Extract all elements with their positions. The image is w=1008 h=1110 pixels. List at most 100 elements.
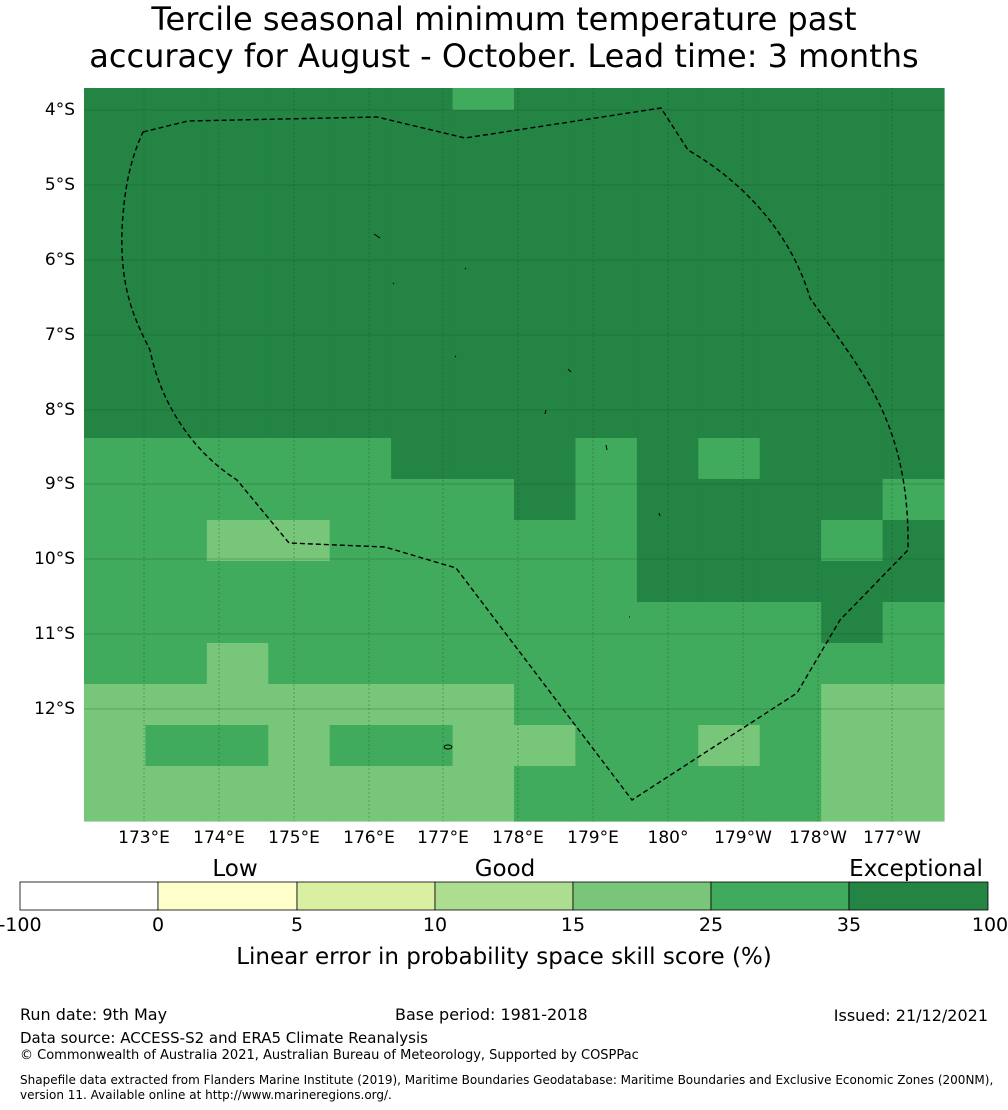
colorbar-tick-label: 100 [971,914,1008,936]
grid-cell [759,233,822,275]
grid-cell [84,397,147,439]
atoll-8 [658,512,661,517]
grid-cell [391,110,454,152]
grid-cell [698,602,761,644]
grid-cell [698,766,761,822]
grid-cell [575,315,638,357]
grid-cell [268,725,331,767]
grid-cell [84,274,147,316]
grid-cell [636,88,699,111]
grid-cell [698,356,761,398]
grid-cell [882,643,945,685]
grid-cell [391,356,454,398]
grid-cell [391,438,454,480]
issued-date: Issued: 21/12/2021 [833,1006,988,1025]
grid-cell [882,725,945,767]
grid-cell [575,151,638,193]
grid-cell [391,520,454,562]
grid-cell [268,356,331,398]
grid-cell [575,397,638,439]
grid-cell [452,438,515,480]
grid-cell [575,192,638,234]
latitude-label: 7°S [44,325,75,345]
grid-cell [268,602,331,644]
grid-cell [821,643,884,685]
colorbar-swatch [19,881,159,911]
colorbar-tick-label: 15 [560,914,586,936]
grid-cell [882,684,945,726]
grid-cell [514,561,577,603]
grid-cell [329,356,392,398]
grid-cell [514,684,577,726]
grid-cell [882,192,945,234]
latitude-label: 12°S [34,699,75,719]
longitude-label: 176°E [343,828,395,848]
grid-cell [206,397,269,439]
grid-cell [759,397,822,439]
grid-cell [145,766,208,822]
colorbar-tick-label: 5 [290,914,304,936]
grid-cell [882,561,945,603]
grid-cell [452,561,515,603]
grid-cell [145,725,208,767]
grid-cell [759,561,822,603]
grid-cell [391,315,454,357]
grid-cell [145,643,208,685]
colorbar-swatch [572,881,712,911]
category-good: Good [474,856,536,882]
grid-cell [821,561,884,603]
grid-cell [575,88,638,111]
grid-cell [329,602,392,644]
grid-cell [698,520,761,562]
longitude-label: 177°W [863,828,921,848]
grid-cell [206,315,269,357]
longitude-label: 178°E [492,828,544,848]
data-source: Data source: ACCESS-S2 and ERA5 Climate … [20,1029,428,1047]
latitude-label: 8°S [44,400,75,420]
grid-cell [329,274,392,316]
grid-cell [821,602,884,644]
grid-cell [84,479,147,521]
colorbar-tick-label: 10 [422,914,448,936]
grid-cell [206,151,269,193]
eez-boundary [121,107,909,801]
grid-cell [206,561,269,603]
grid-cell [84,356,147,398]
grid-cell [268,561,331,603]
colorbar-swatch [710,881,850,911]
grid-cell [145,274,208,316]
grid-cell [84,110,147,152]
grid-cell [391,233,454,275]
grid-cell [759,315,822,357]
grid-cell [391,684,454,726]
grid-cell [145,88,208,111]
grid-cell [84,438,147,480]
grid-cell [821,315,884,357]
grid-cell [329,397,392,439]
grid-cell [514,233,577,275]
grid-cell [759,602,822,644]
grid-cell [206,520,269,562]
grid-cell [329,192,392,234]
atoll-5 [567,368,572,373]
grid-cell [514,397,577,439]
grid-cell [882,110,945,152]
grid-cell [206,88,269,111]
grid-cell [206,725,269,767]
grid-cell [329,315,392,357]
grid-cell [514,479,577,521]
grid-cell [759,192,822,234]
grid-cell [145,561,208,603]
grid-cell [329,520,392,562]
grid-cell [882,151,945,193]
longitude-label: 180° [647,828,689,848]
grid-cell [84,561,147,603]
grid-cell [821,274,884,316]
colorbar [19,881,989,911]
grid-cell [514,274,577,316]
shapefile-credit-line-2: version 11. Available online at http://w… [20,1088,392,1102]
atoll-10 [443,744,453,750]
skill-score-grid [84,88,945,822]
grid-cell [759,766,822,822]
grid-cell [698,315,761,357]
